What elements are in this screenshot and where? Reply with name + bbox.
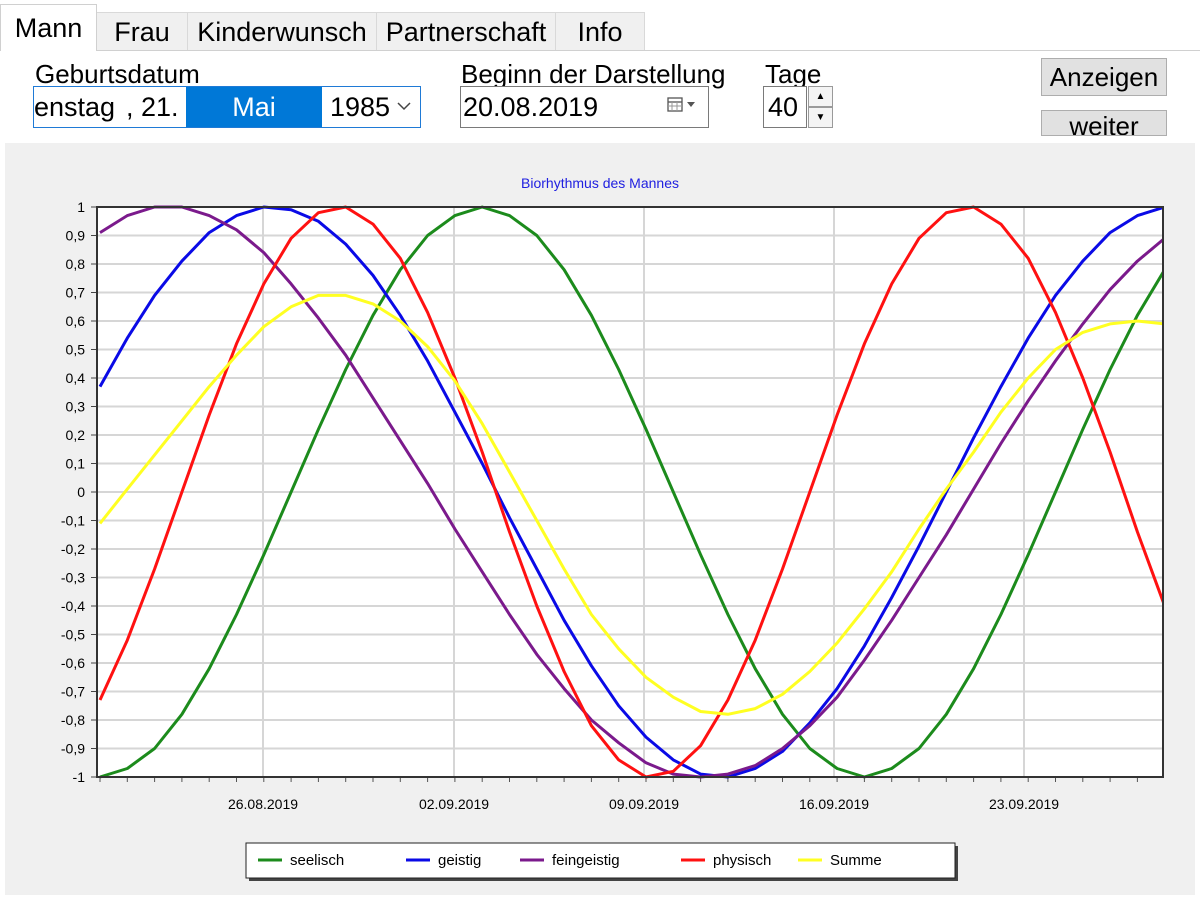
birth-date-picker[interactable]: enstag , 21. Mai 1985 [33, 86, 421, 128]
y-tick-label: 1 [77, 199, 85, 215]
tab-bar-divider [0, 50, 1200, 51]
x-tick-label: 02.09.2019 [419, 796, 489, 812]
birth-day[interactable]: , 21. [126, 92, 179, 122]
calendar-icon[interactable] [666, 87, 702, 127]
series-line-feingeistig [99, 205, 1163, 779]
days-label: Tage [765, 59, 822, 89]
begin-date-picker[interactable]: 20.08.2019 [460, 86, 709, 128]
spin-up-icon[interactable]: ▲ [808, 86, 833, 107]
x-tick-label: 23.09.2019 [989, 796, 1059, 812]
birth-weekday[interactable]: enstag [34, 92, 116, 122]
y-tick-label: -0,8 [61, 712, 85, 728]
y-tick-label: -0,3 [61, 570, 85, 586]
days-spinner[interactable]: ▲ ▼ [808, 86, 833, 128]
next-button[interactable]: weiter [1041, 110, 1167, 136]
legend-label-physisch: physisch [713, 852, 771, 869]
y-tick-label: -1 [73, 769, 86, 785]
x-tick-label: 26.08.2019 [228, 796, 298, 812]
plot-border [96, 206, 1164, 778]
begin-label: Beginn der Darstellung [461, 59, 726, 89]
chart-title: Biorhythmus des Mannes [521, 175, 679, 191]
legend-label-feingeistig: feingeistig [552, 852, 620, 869]
show-button[interactable]: Anzeigen [1041, 58, 1167, 96]
y-tick-label: -0,7 [61, 684, 85, 700]
y-tick-label: -0,9 [61, 741, 85, 757]
chevron-down-icon[interactable] [396, 87, 412, 127]
birth-year[interactable]: 1985 [330, 92, 391, 122]
series-line-geistig [98, 205, 1163, 779]
x-tick-label: 09.09.2019 [609, 796, 679, 812]
series-line-seelisch [99, 205, 1163, 779]
tab-frau[interactable]: Frau [96, 12, 188, 50]
legend-label-geistig: geistig [438, 852, 481, 869]
y-tick-label: 0 [77, 484, 85, 500]
series-line-summe [98, 293, 1163, 716]
y-tick-label: -0,6 [61, 655, 85, 671]
days-value[interactable]: 40 [768, 92, 799, 122]
y-tick-label: 0,7 [66, 285, 86, 301]
y-tick-label: -0,2 [61, 541, 85, 557]
legend [245, 842, 956, 879]
tab-kinderwunsch[interactable]: Kinderwunsch [187, 12, 377, 50]
y-tick-label: 0,1 [66, 456, 86, 472]
series-line-physisch [98, 205, 1163, 779]
x-tick-label: 16.09.2019 [799, 796, 869, 812]
y-tick-label: -0,5 [61, 627, 85, 643]
legend-label-summe: Summe [830, 852, 882, 869]
y-tick-label: 0,6 [66, 313, 86, 329]
days-input[interactable]: 40 [763, 86, 807, 128]
tab-bar: Frau Kinderwunsch Partnerschaft Info Man… [0, 0, 1200, 52]
tab-info[interactable]: Info [555, 12, 645, 50]
y-tick-label: 0,8 [66, 256, 86, 272]
y-tick-label: 0,9 [66, 228, 86, 244]
tab-mann[interactable]: Mann [0, 4, 97, 51]
birth-date-label: Geburtsdatum [35, 59, 200, 89]
begin-date-value[interactable]: 20.08.2019 [463, 92, 599, 122]
legend-label-seelisch: seelisch [290, 852, 344, 869]
birth-month[interactable]: Mai [186, 87, 322, 127]
y-tick-label: 0,4 [66, 370, 86, 386]
y-tick-label: -0,4 [61, 598, 85, 614]
y-tick-label: 0,3 [66, 399, 86, 415]
y-tick-label: 0,5 [66, 342, 86, 358]
y-tick-label: -0,1 [61, 513, 85, 529]
tab-partnerschaft[interactable]: Partnerschaft [376, 12, 556, 50]
y-tick-label: 0,2 [66, 427, 86, 443]
spin-down-icon[interactable]: ▼ [808, 107, 833, 128]
